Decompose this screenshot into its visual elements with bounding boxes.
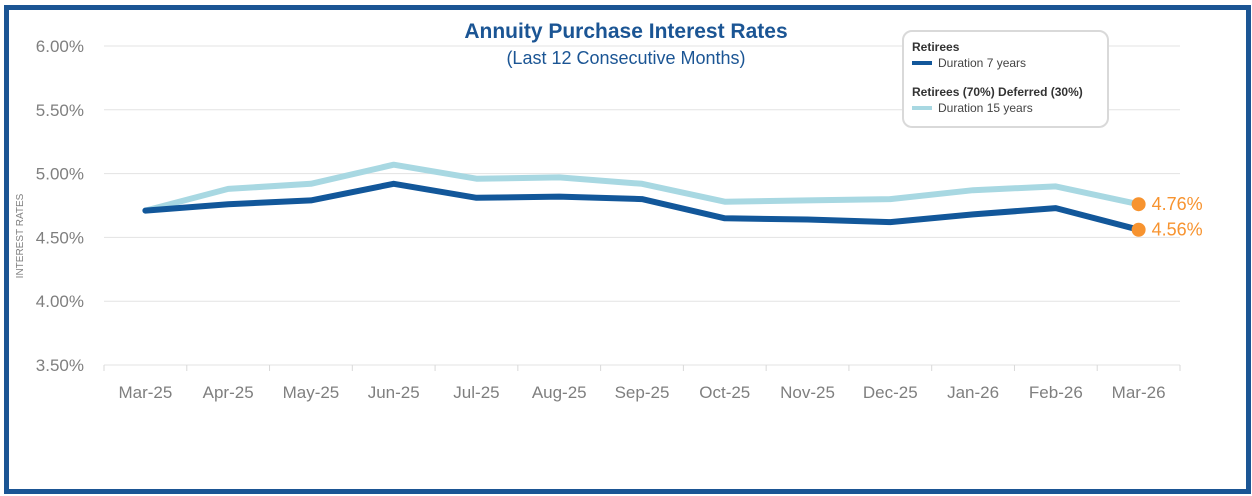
x-tick-label: Feb-26 [1029, 383, 1083, 402]
legend-swatch-series-2 [912, 106, 932, 110]
legend-item-series-2: Duration 15 years [912, 101, 1033, 115]
x-tick-label: Oct-25 [699, 383, 750, 402]
legend-series-1-name: Retirees [912, 40, 960, 54]
legend-series-2-name: Retirees (70%) Deferred (30%) [912, 85, 1083, 99]
chart-title: Annuity Purchase Interest Rates [464, 20, 788, 43]
legend-item-series-1: Duration 7 years [912, 56, 1026, 70]
end-markers: 4.56% 4.76% [1131, 194, 1203, 240]
y-axis-ticks: 3.50% 4.00% 4.50% 5.00% 5.50% 6.00% [36, 37, 84, 375]
y-tick-label: 4.50% [36, 228, 84, 247]
legend-series-2-description: Duration 15 years [938, 101, 1033, 115]
y-tick-label: 4.00% [36, 292, 84, 311]
chart-legend: Retirees Duration 7 years Retirees (70%)… [902, 30, 1109, 128]
x-tick-label: Aug-25 [532, 383, 587, 402]
x-tick-label: Dec-25 [863, 383, 918, 402]
y-tick-label: 6.00% [36, 37, 84, 56]
series-line-2 [142, 161, 1142, 214]
x-tick-label: Nov-25 [780, 383, 835, 402]
y-axis-label: INTEREST RATES [15, 193, 26, 278]
end-label-series-1: 4.56% [1152, 220, 1203, 240]
series-lines [142, 161, 1142, 233]
end-marker-series-2 [1131, 197, 1146, 212]
x-tick-label: Apr-25 [203, 383, 254, 402]
chart-subtitle: (Last 12 Consecutive Months) [506, 48, 746, 68]
series-line-1 [142, 180, 1142, 233]
x-tick-label: Mar-25 [118, 383, 172, 402]
y-tick-label: 3.50% [36, 356, 84, 375]
legend-swatch-series-1 [912, 61, 932, 65]
x-tick-label: Mar-26 [1112, 383, 1166, 402]
x-tick-label: Jul-25 [453, 383, 499, 402]
x-tick-label: Jan-26 [947, 383, 999, 402]
end-label-series-2: 4.76% [1152, 194, 1203, 214]
y-tick-label: 5.00% [36, 165, 84, 184]
x-tick-label: Jun-25 [368, 383, 420, 402]
x-axis-ticks: Mar-25 Apr-25 May-25 Jun-25 Jul-25 Aug-25 Sep-… [118, 383, 1165, 402]
x-tick-label: Sep-25 [615, 383, 670, 402]
end-marker-series-1 [1131, 222, 1146, 237]
x-tick-label: May-25 [283, 383, 340, 402]
legend-series-1-description: Duration 7 years [938, 56, 1027, 70]
y-tick-label: 5.50% [36, 101, 84, 120]
